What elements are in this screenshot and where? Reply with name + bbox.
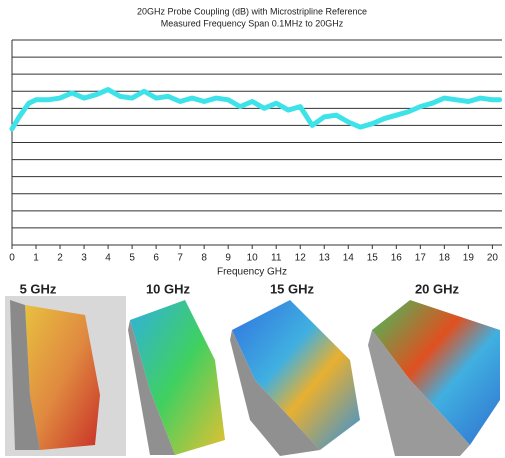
x-tick-label: 0 (9, 253, 15, 264)
x-tick-label: 3 (81, 253, 87, 264)
chart-title: 20GHz Probe Coupling (dB) with Microstri… (137, 6, 367, 16)
panel-images (5, 296, 500, 456)
page: 20GHz Probe Coupling (dB) with Microstri… (0, 0, 505, 458)
x-axis-label: Frequency GHz (217, 267, 287, 278)
chart-subtitle: Measured Frequency Span 0.1MHz to 20GHz (161, 18, 344, 28)
x-tick-label: 8 (201, 253, 207, 264)
x-tick-label: 16 (391, 253, 403, 264)
x-tick-label: 1 (33, 253, 39, 264)
x-tick-label: 7 (177, 253, 183, 264)
x-tick-label: 19 (463, 253, 475, 264)
x-tick-label: 5 (129, 253, 135, 264)
x-tick-label: 20 (487, 253, 499, 264)
panel-label: 5 GHz (20, 281, 57, 296)
x-tick-label: 14 (343, 253, 355, 264)
panel-label: 15 GHz (270, 281, 315, 296)
x-tick-label: 15 (367, 253, 379, 264)
x-tick-label: 11 (271, 253, 282, 264)
x-tick-label: 17 (415, 253, 427, 264)
x-tick-label: 4 (105, 253, 111, 264)
x-tick-label: 9 (225, 253, 231, 264)
x-tick-label: 2 (57, 253, 63, 264)
x-tick-label: 10 (247, 253, 259, 264)
panel-label: 10 GHz (146, 281, 191, 296)
x-tick-label: 12 (295, 253, 307, 264)
panel-label: 20 GHz (415, 281, 460, 296)
x-tick-label: 18 (439, 253, 451, 264)
data-line (12, 90, 500, 129)
x-tick-label: 6 (153, 253, 159, 264)
x-tick-label: 13 (319, 253, 331, 264)
